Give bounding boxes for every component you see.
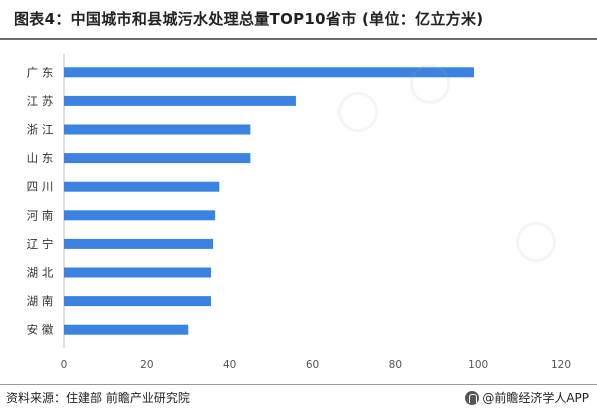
bar <box>64 210 216 221</box>
bar-chart: 广 东江 苏浙 江山 东四 川河 南辽 宁湖 北湖 南安 徽 0 20 40 60 80 1… <box>0 44 597 384</box>
brand-logo-icon <box>465 390 480 405</box>
x-tick-label: 20 <box>140 359 153 371</box>
y-tick-label: 四 川 <box>27 180 54 194</box>
y-tick-label: 浙 江 <box>27 123 54 137</box>
y-tick-label: 湖 北 <box>27 266 54 280</box>
x-tick-label: 0 <box>61 359 68 371</box>
y-tick-label: 山 东 <box>27 151 54 165</box>
bar <box>64 67 475 78</box>
x-tick-label: 100 <box>468 359 488 371</box>
y-tick-label: 广 东 <box>27 65 54 79</box>
y-tick-label: 安 徽 <box>27 323 54 337</box>
bar-chart-svg: 广 东江 苏浙 江山 东四 川河 南辽 宁湖 北湖 南安 徽 0 20 40 60 80 1… <box>27 54 571 371</box>
y-tick-label: 河 南 <box>27 208 54 222</box>
bar <box>64 267 212 278</box>
x-tick-label: 60 <box>306 359 319 371</box>
x-tick-label: 120 <box>551 359 571 371</box>
bar <box>64 153 251 164</box>
x-tick-label: 40 <box>223 359 236 371</box>
bar <box>64 238 214 249</box>
brand-label: @前瞻经济学人APP <box>482 391 589 405</box>
bar <box>64 95 296 106</box>
bar <box>64 124 251 135</box>
chart-title: 图表4：中国城市和县城污水处理总量TOP10省市 (单位：亿立方米) <box>14 10 484 28</box>
brand-credit: @前瞻经济学人APP <box>465 389 589 406</box>
y-tick-label: 辽 宁 <box>27 237 54 251</box>
source-note: 资料来源：住建部 前瞻产业研究院 <box>6 391 190 405</box>
y-tick-label: 江 苏 <box>27 94 54 108</box>
footer-divider <box>0 384 597 385</box>
bar <box>64 181 220 192</box>
bar <box>64 324 189 335</box>
x-tick-label: 80 <box>389 359 402 371</box>
title-divider <box>0 38 597 40</box>
bar <box>64 296 212 307</box>
y-tick-label: 湖 南 <box>27 294 54 308</box>
